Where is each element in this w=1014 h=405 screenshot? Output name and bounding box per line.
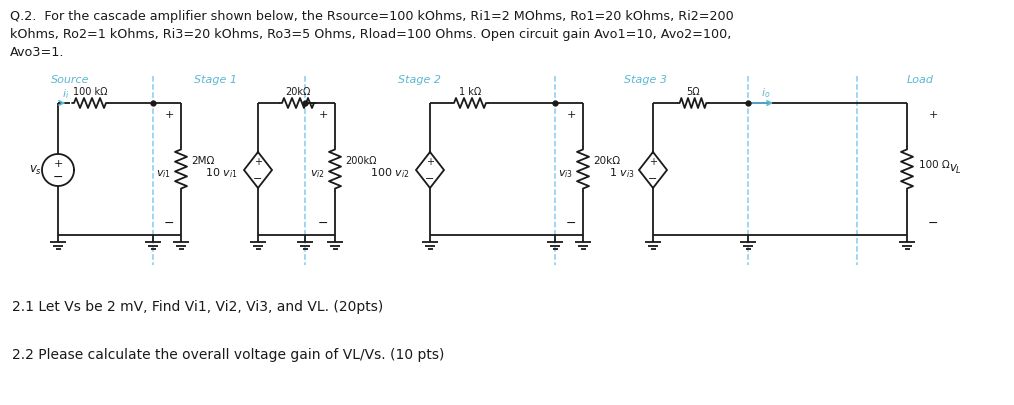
Text: +: + [318,110,328,120]
Text: 1 kΩ: 1 kΩ [459,87,481,97]
Text: 20kΩ: 20kΩ [285,87,310,97]
Text: $v_{i1}$: $v_{i1}$ [156,168,171,180]
Text: +: + [426,157,434,167]
Text: Q.2.  For the cascade amplifier shown below, the Rsource=100 kOhms, Ri1=2 MOhms,: Q.2. For the cascade amplifier shown bel… [10,10,734,23]
Text: $v_L$: $v_L$ [949,162,962,175]
Text: +: + [928,110,938,120]
Text: −: − [163,217,174,230]
Text: +: + [54,159,63,169]
Text: 2MΩ: 2MΩ [191,156,214,166]
Text: 2.2 Please calculate the overall voltage gain of VL/Vs. (10 pts): 2.2 Please calculate the overall voltage… [12,348,444,362]
Text: 2.1 Let Vs be 2 mV, Find Vi1, Vi2, Vi3, and VL. (20pts): 2.1 Let Vs be 2 mV, Find Vi1, Vi2, Vi3, … [12,300,383,314]
Text: +: + [566,110,576,120]
Text: −: − [53,171,63,183]
Text: kOhms, Ro2=1 kOhms, Ri3=20 kOhms, Ro3=5 Ohms, Rload=100 Ohms. Open circuit gain : kOhms, Ro2=1 kOhms, Ri3=20 kOhms, Ro3=5 … [10,28,731,41]
Text: −: − [317,217,329,230]
Text: $i_i$: $i_i$ [63,87,70,101]
Text: +: + [649,157,657,167]
Text: Load: Load [907,75,934,85]
Text: Stage 1: Stage 1 [194,75,236,85]
Text: −: − [425,174,435,184]
Text: $1\ v_{i3}$: $1\ v_{i3}$ [609,166,635,180]
Text: 20kΩ: 20kΩ [593,156,621,166]
Text: 200kΩ: 200kΩ [345,156,376,166]
Text: +: + [254,157,262,167]
Text: +: + [164,110,173,120]
Text: $v_{i3}$: $v_{i3}$ [558,168,573,180]
Text: 5Ω: 5Ω [686,87,700,97]
Text: $v_s$: $v_s$ [29,164,43,177]
Text: 100 kΩ: 100 kΩ [73,87,107,97]
Text: Source: Source [51,75,89,85]
Text: −: − [648,174,658,184]
Text: Stage 3: Stage 3 [624,75,666,85]
Text: Stage 2: Stage 2 [399,75,441,85]
Text: $10\ v_{i1}$: $10\ v_{i1}$ [205,166,238,180]
Text: $100\ v_{i2}$: $100\ v_{i2}$ [370,166,410,180]
Text: $i_o$: $i_o$ [762,86,771,100]
Text: −: − [928,217,938,230]
Text: Avo3=1.: Avo3=1. [10,46,65,59]
Text: −: − [566,217,576,230]
Text: 100 Ω: 100 Ω [919,160,950,170]
Text: $v_{i2}$: $v_{i2}$ [310,168,325,180]
Text: −: − [254,174,263,184]
